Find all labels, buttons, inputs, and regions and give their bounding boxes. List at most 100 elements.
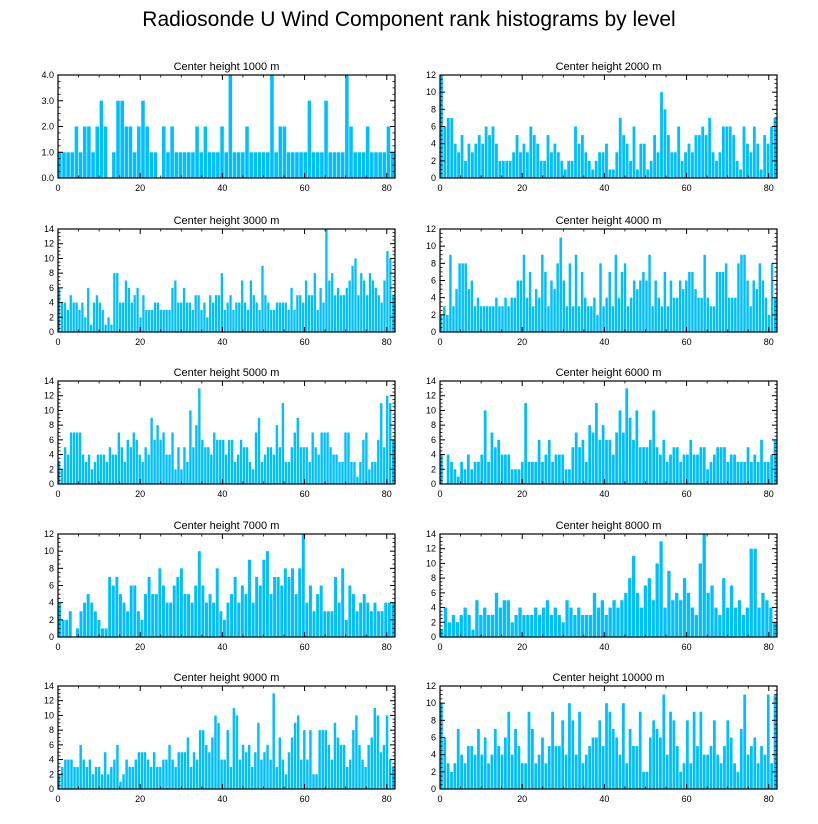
histogram-bar xyxy=(565,600,569,637)
histogram-bar xyxy=(541,461,544,484)
histogram-bar xyxy=(64,759,67,789)
histogram-bar xyxy=(153,152,158,178)
histogram-bar xyxy=(546,135,550,178)
histogram-bar xyxy=(587,306,590,332)
histogram-bar xyxy=(112,152,116,178)
panel-title: Center height 1000 m xyxy=(174,61,280,73)
histogram-bar xyxy=(353,461,356,484)
histogram-bar xyxy=(172,585,176,637)
histogram-bar xyxy=(663,109,667,178)
histogram-bar xyxy=(93,461,97,484)
histogram-bar xyxy=(615,737,619,789)
panel-title: Center height 6000 m xyxy=(556,367,662,379)
y-tick-label: 6 xyxy=(431,122,436,132)
histogram-bar xyxy=(752,280,755,332)
histogram-bar xyxy=(332,454,335,484)
histogram-bar xyxy=(207,447,210,484)
histogram-bar xyxy=(475,600,479,637)
histogram-bar xyxy=(123,461,126,484)
histogram-bar xyxy=(361,152,366,178)
histogram-bar xyxy=(767,314,771,332)
histogram-bar xyxy=(383,280,386,332)
histogram-bar xyxy=(716,754,720,789)
histogram-bar xyxy=(67,759,70,789)
histogram-bar xyxy=(675,447,679,484)
histogram-bar xyxy=(704,135,708,178)
histogram-bar xyxy=(574,254,578,332)
histogram-bar xyxy=(608,169,612,178)
histogram-bar xyxy=(108,576,112,637)
histogram-bar xyxy=(460,754,463,789)
y-tick-label: 3.0 xyxy=(41,96,54,106)
histogram-bar xyxy=(753,737,757,789)
histogram-bar xyxy=(380,403,383,484)
histogram-bar xyxy=(107,317,110,332)
histogram-bar xyxy=(482,306,486,332)
histogram-bar xyxy=(473,461,477,484)
histogram-bar xyxy=(457,152,461,178)
y-tick-label: 2.0 xyxy=(41,122,54,132)
histogram-bar xyxy=(290,737,294,789)
histogram-bar xyxy=(187,594,191,637)
histogram-bar xyxy=(362,594,366,637)
histogram-bar xyxy=(544,763,548,789)
histogram-bar xyxy=(350,461,353,484)
histogram-bar xyxy=(659,454,662,484)
histogram-bar xyxy=(195,126,199,178)
histogram-bar xyxy=(244,594,248,637)
histogram-bar xyxy=(556,263,559,332)
histogram-bar xyxy=(443,737,447,789)
x-tick-label: 60 xyxy=(682,183,692,193)
histogram-bar xyxy=(450,461,453,484)
histogram-bar xyxy=(354,258,357,332)
histogram-bar xyxy=(655,728,659,789)
histogram-bar xyxy=(473,754,477,789)
histogram-bar xyxy=(649,160,653,178)
histogram-bar xyxy=(598,152,602,178)
histogram-bar xyxy=(749,306,752,332)
histogram-bar xyxy=(95,126,100,178)
histogram-bar xyxy=(315,152,320,178)
histogram-bar xyxy=(319,287,322,332)
y-tick-label: 8 xyxy=(431,104,436,114)
histogram-bar xyxy=(571,306,575,332)
histogram-bar xyxy=(75,302,78,332)
histogram-bar xyxy=(386,251,389,332)
y-tick-label: 12 xyxy=(426,391,436,401)
x-tick-label: 80 xyxy=(764,642,774,652)
histogram-bar xyxy=(211,302,215,332)
histogram-bar xyxy=(737,600,742,637)
histogram-bar xyxy=(183,594,187,637)
histogram-bar xyxy=(656,152,660,178)
histogram-bar xyxy=(195,425,198,484)
histogram-bar xyxy=(138,454,141,484)
histogram-bar xyxy=(192,752,196,789)
histogram-bar xyxy=(443,607,448,637)
histogram-bar xyxy=(500,454,504,484)
histogram-bar xyxy=(300,759,303,789)
histogram-bar xyxy=(734,297,737,332)
histogram-bar xyxy=(611,306,615,332)
histogram-bar xyxy=(90,602,94,637)
histogram-bar xyxy=(137,752,141,789)
y-tick-label: 8 xyxy=(431,573,436,583)
histogram-bar xyxy=(189,410,192,484)
histogram-bar xyxy=(308,585,312,637)
x-tick-label: 40 xyxy=(217,183,227,193)
x-tick-label: 20 xyxy=(517,794,527,804)
histogram-bar xyxy=(238,759,242,789)
histogram-bar xyxy=(532,135,536,178)
histogram-bar xyxy=(251,766,254,789)
histogram-bar xyxy=(550,152,553,178)
histogram-bar xyxy=(183,752,187,789)
histogram-bar xyxy=(466,454,470,484)
histogram-bar xyxy=(296,715,300,789)
histogram-bar xyxy=(553,607,557,637)
y-tick-label: 6 xyxy=(49,435,54,445)
histogram-bar xyxy=(731,297,734,332)
histogram-bar xyxy=(149,766,153,789)
histogram-bar xyxy=(520,763,524,789)
histogram-panel: Center height 3000 m 0 20 40 60 80 0 2 4 6 8 10 12 14 xyxy=(44,215,396,347)
histogram-bar xyxy=(333,722,337,789)
histogram-bar xyxy=(159,766,162,789)
